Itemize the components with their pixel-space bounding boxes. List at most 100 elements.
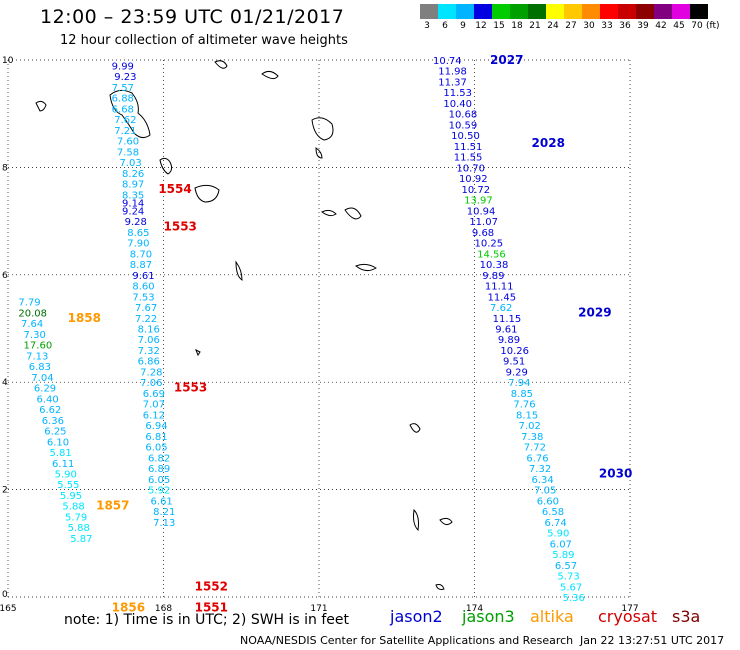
wave-height-label: 6.82 <box>148 453 170 464</box>
wave-height-label: 20.08 <box>18 308 47 319</box>
legend-label: 39 <box>637 21 649 31</box>
wave-height-label: 10.50 <box>451 131 480 142</box>
wave-height-label: 6.36 <box>42 416 64 427</box>
island-shape <box>409 423 421 433</box>
wave-height-label: 6.05 <box>148 475 170 486</box>
wave-height-label: 5.36 <box>563 593 585 604</box>
wave-height-label: 7.28 <box>140 367 162 378</box>
wave-height-label: 6.69 <box>143 389 165 400</box>
track-cryosat: 9.999.237.576.886.687.627.217.607.587.03… <box>112 61 228 614</box>
pass-time-label: 1553 <box>174 381 207 395</box>
wave-height-label: 9.89 <box>498 335 520 346</box>
wave-height-label: 7.57 <box>112 83 134 94</box>
wave-height-label: 6.83 <box>29 362 51 373</box>
wave-height-label: 9.28 <box>125 217 147 228</box>
wave-height-label: 11.11 <box>485 282 514 293</box>
data-points: 10.7411.9811.3711.5310.4010.6810.5910.50… <box>18 53 632 615</box>
wave-height-label: 6.12 <box>143 410 165 421</box>
wave-height-label: 5.55 <box>57 480 79 491</box>
wave-height-label: 10.74 <box>433 56 462 67</box>
wave-height-label: 7.30 <box>24 330 46 341</box>
wave-height-label: 5.87 <box>70 534 92 545</box>
legend-swatch <box>564 4 582 19</box>
satellite-jason2: jason2 <box>390 607 443 626</box>
pass-time-label: 2030 <box>599 466 632 480</box>
wave-height-label: 7.90 <box>127 239 149 250</box>
wave-height-label: 10.59 <box>449 120 478 131</box>
wave-height-label: 10.68 <box>449 110 478 121</box>
x-tick-label: 165 <box>0 604 17 614</box>
wave-height-label: 10.70 <box>456 163 485 174</box>
legend-swatch <box>492 4 510 19</box>
wave-height-label: 9.23 <box>114 72 136 83</box>
track-jason2: 10.7411.9811.3711.5310.4010.6810.5910.50… <box>433 53 632 604</box>
island-shape <box>235 260 243 281</box>
wave-height-label: 7.21 <box>114 126 136 137</box>
legend-swatch <box>546 4 564 19</box>
wave-height-label: 11.98 <box>438 67 467 78</box>
wave-height-label: 10.26 <box>500 346 529 357</box>
y-tick-label: 10 <box>2 56 14 66</box>
pass-time-label: 1858 <box>68 311 101 325</box>
chart-subtitle: 12 hour collection of altimeter wave hei… <box>60 33 348 48</box>
island-shape <box>261 70 279 80</box>
wave-height-label: 10.38 <box>480 260 509 271</box>
wave-height-label: 6.29 <box>34 384 56 395</box>
pass-time-label: 1553 <box>164 219 197 233</box>
wave-height-label: 8.85 <box>511 389 533 400</box>
x-tick-label: 177 <box>621 604 638 614</box>
wave-height-label: 7.06 <box>140 378 162 389</box>
wave-height-label: 8.65 <box>127 228 149 239</box>
wave-height-label: 7.72 <box>524 443 546 454</box>
legend-label: 15 <box>493 21 505 31</box>
legend-swatch <box>618 4 636 19</box>
wave-height-label: 9.68 <box>472 228 494 239</box>
y-tick-label: 8 <box>2 163 8 173</box>
wave-height-label: 6.76 <box>526 453 548 464</box>
wave-height-label: 17.60 <box>24 341 53 352</box>
satellite-s3a: s3a <box>672 607 701 626</box>
pass-time-label: 1857 <box>96 499 129 513</box>
wave-height-label: 8.21 <box>153 507 175 518</box>
wave-height-label: 7.02 <box>519 421 541 432</box>
y-tick-label: 4 <box>2 378 8 388</box>
island-shape <box>194 184 220 203</box>
x-tick-label: 171 <box>310 604 327 614</box>
island-shape <box>109 89 151 139</box>
wave-height-label: 7.76 <box>513 400 535 411</box>
legend-label: 27 <box>565 21 577 31</box>
chart-title: 12:00 – 23:59 UTC 01/21/2017 <box>40 6 345 28</box>
y-tick-label: 6 <box>2 271 8 281</box>
wave-height-label: 6.11 <box>52 459 74 470</box>
wave-height-label: 11.07 <box>469 217 498 228</box>
wave-height-label: 9.61 <box>495 325 517 336</box>
legend-swatch <box>690 4 708 19</box>
island-shape <box>413 508 419 532</box>
wave-height-label: 8.87 <box>130 260 152 271</box>
wave-height-label: 7.03 <box>119 158 141 169</box>
wave-height-label: 11.37 <box>438 77 467 88</box>
wave-height-label: 6.60 <box>537 496 559 507</box>
island-shape <box>311 117 334 141</box>
island-shape <box>214 60 228 69</box>
legend-label: 45 <box>673 21 685 31</box>
footer-note: note: 1) Time is in UTC; 2) SWH is in fe… <box>64 612 350 628</box>
wave-height-label: 5.92 <box>148 486 170 497</box>
pass-time-label: 2028 <box>532 136 565 150</box>
wave-height-label: 6.88 <box>112 94 134 105</box>
wave-height-label: 7.06 <box>138 335 160 346</box>
legend-label: 21 <box>529 21 541 31</box>
pass-time-label: 1856 <box>112 601 145 615</box>
wave-height-label: 7.62 <box>114 115 136 126</box>
wave-height-label: 9.51 <box>503 357 525 368</box>
track-altika: 7.7920.087.647.3017.607.136.837.046.296.… <box>18 298 145 615</box>
wave-height-label: 8.26 <box>122 169 144 180</box>
legend-swatch <box>600 4 618 19</box>
wave-height-label: 11.51 <box>454 142 483 153</box>
wave-height-label: 8.15 <box>516 410 538 421</box>
wave-height-label: 5.90 <box>55 469 77 480</box>
legend-swatch <box>510 4 528 19</box>
legend-label: 18 <box>511 21 523 31</box>
pass-time-label: 1551 <box>195 601 228 615</box>
credit-text: NOAA/NESDIS Center for Satellite Applica… <box>240 634 574 647</box>
